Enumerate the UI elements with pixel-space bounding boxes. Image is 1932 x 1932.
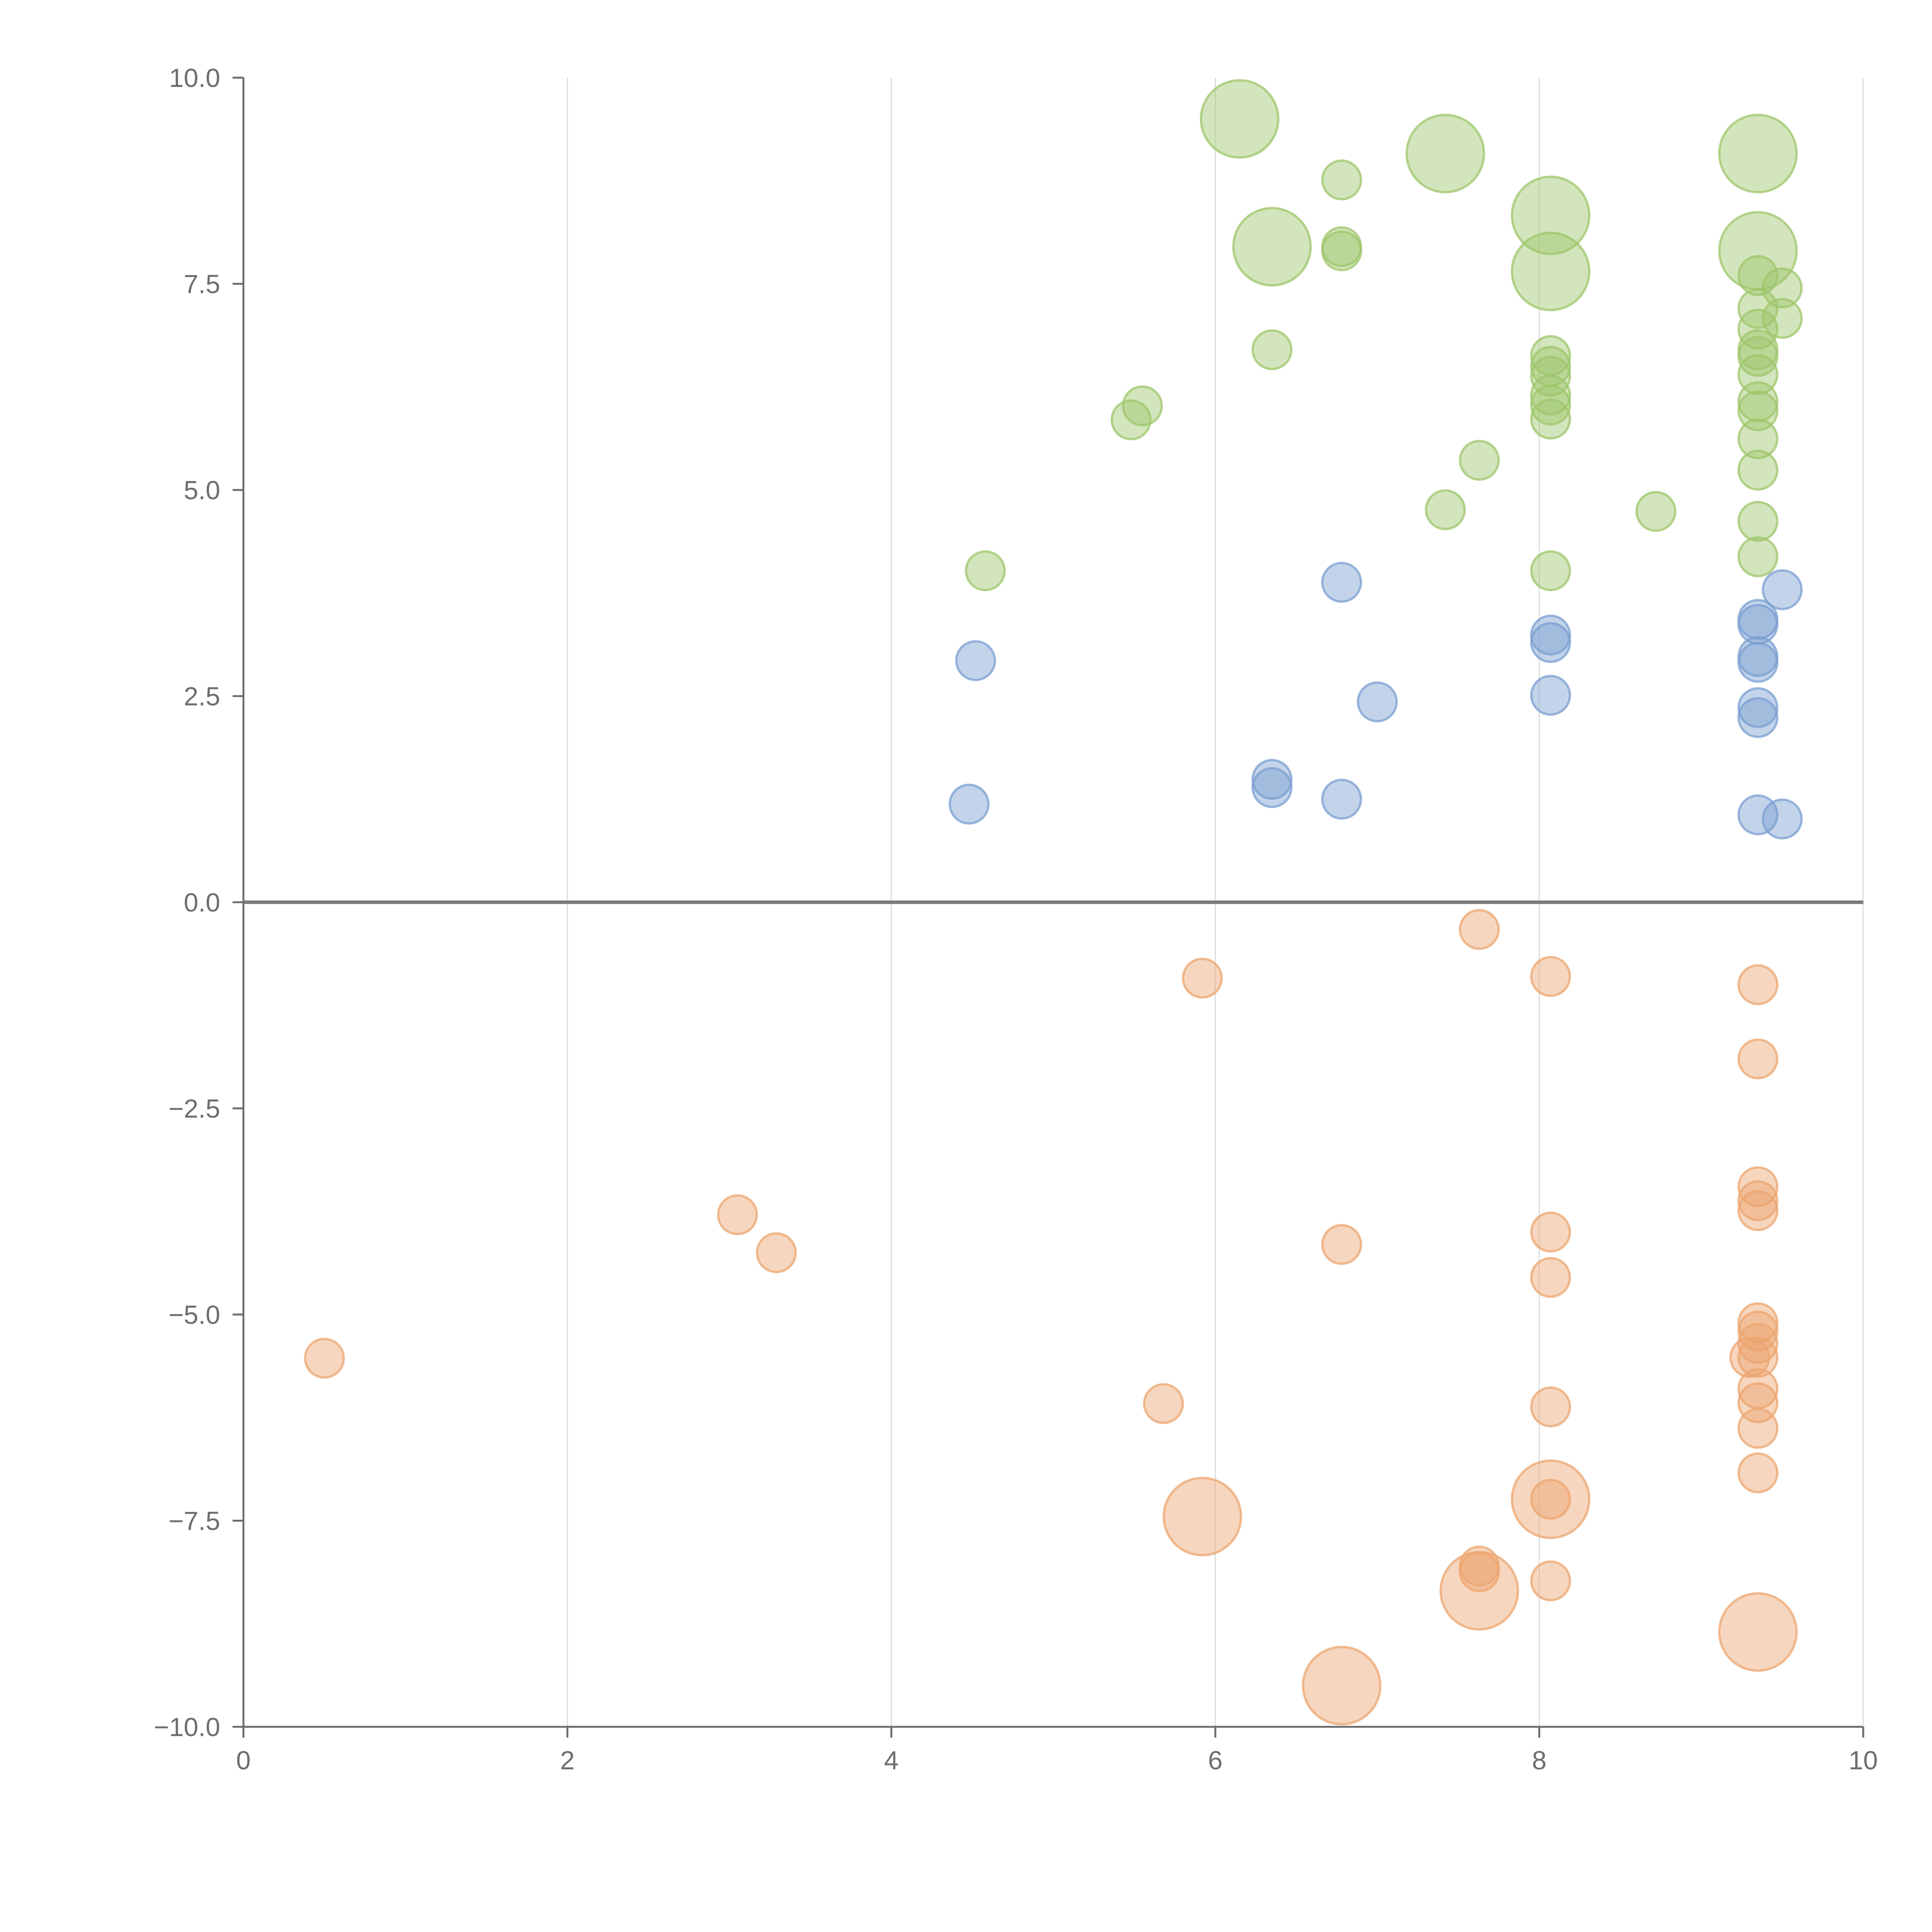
x-tick-label: 0 (236, 1746, 251, 1775)
orange-bubble (1321, 1224, 1362, 1265)
green-bubble (1737, 390, 1779, 432)
green-bubble (1251, 329, 1293, 371)
green-bubble (1459, 440, 1500, 481)
green-bubble (964, 550, 1006, 592)
green-bubble (1737, 418, 1779, 459)
green-bubble (1200, 79, 1280, 159)
y-tick-label: −10.0 (154, 1713, 220, 1742)
green-bubble (1530, 550, 1571, 592)
y-tick-label: 7.5 (184, 270, 220, 299)
green-bubble (1321, 230, 1362, 272)
x-tick-label: 4 (884, 1746, 899, 1775)
blue-bubble (1737, 687, 1779, 728)
green-bubble (1122, 385, 1163, 427)
green-bubble (1425, 489, 1466, 531)
orange-bubble (304, 1338, 345, 1379)
x-tick-label: 2 (560, 1746, 575, 1775)
y-tick-label: −5.0 (168, 1300, 220, 1330)
blue-bubble (1321, 562, 1362, 603)
orange-bubble (1718, 1592, 1798, 1672)
orange-bubble (1737, 1452, 1779, 1493)
orange-bubble (1737, 1166, 1779, 1208)
green-bubble (1737, 536, 1779, 577)
x-tick-label: 6 (1208, 1746, 1223, 1775)
green-bubble (1737, 501, 1779, 542)
orange-bubble (1530, 956, 1571, 997)
orange-bubble (1530, 1479, 1571, 1520)
blue-bubble (1737, 697, 1779, 738)
blue-bubble (1737, 642, 1779, 683)
orange-bubble (1530, 1560, 1571, 1602)
green-bubble (1530, 384, 1571, 426)
orange-bubble (1510, 1459, 1590, 1539)
green-bubble (1232, 207, 1312, 287)
green-bubble (1510, 175, 1590, 255)
y-tick-label: 10.0 (169, 63, 220, 93)
x-tick-label: 8 (1532, 1746, 1547, 1775)
orange-bubble (1737, 1190, 1779, 1231)
blue-bubble (1251, 767, 1293, 808)
blue-bubble (1530, 622, 1571, 663)
y-tick-label: 5.0 (184, 476, 220, 505)
orange-bubble (1530, 1257, 1571, 1298)
x-tick-label: 10 (1849, 1746, 1878, 1775)
green-bubble (1111, 399, 1152, 440)
green-bubble (1737, 449, 1779, 491)
blue-bubble (955, 640, 996, 681)
orange-bubble (1737, 1038, 1779, 1080)
green-bubble (1762, 298, 1803, 339)
green-bubble (1737, 336, 1779, 377)
orange-bubble (756, 1232, 797, 1273)
y-tick-label: 0.0 (184, 888, 220, 917)
orange-bubble (1737, 1180, 1779, 1221)
orange-bubble (717, 1194, 758, 1235)
green-bubble (1510, 231, 1590, 311)
orange-bubble (1737, 964, 1779, 1005)
orange-bubble (1737, 1408, 1779, 1449)
green-bubble (1737, 288, 1779, 329)
blue-bubble (1530, 675, 1571, 716)
green-bubble (1530, 398, 1571, 440)
blue-bubble (1321, 779, 1362, 820)
green-bubble (1718, 114, 1798, 194)
green-bubble (1530, 374, 1571, 416)
ticks: 0 2 4 6 8 10 10.0 7.5 5.0 2.5 0.0 −2.5 −5.0 −7.5 −10.0 (154, 63, 1878, 1775)
blue-bubble (949, 784, 990, 825)
y-tick-label: −2.5 (168, 1094, 220, 1124)
orange-bubble (1459, 909, 1500, 950)
orange-bubble (1302, 1646, 1382, 1726)
blue-bubble (1762, 569, 1803, 611)
green-bubble (1737, 381, 1779, 422)
orange-bubble (1729, 1337, 1770, 1378)
green-bubble (1737, 255, 1779, 296)
orange-bubble (1459, 1551, 1500, 1592)
orange-bubble (1530, 1211, 1571, 1253)
y-tick-label: −7.5 (168, 1507, 220, 1536)
y-tick-label: 2.5 (184, 682, 220, 711)
orange-bubble (1530, 1386, 1571, 1428)
orange-bubble (1143, 1383, 1184, 1424)
orange-bubble (1162, 1476, 1242, 1556)
green-bubble (1635, 491, 1677, 532)
blue-bubble (1357, 681, 1398, 723)
grid (243, 78, 1864, 1727)
orange-bubble (1182, 957, 1223, 999)
green-bubble (1405, 114, 1485, 194)
green-bubble (1321, 159, 1362, 201)
bubbles (304, 79, 1803, 1726)
blue-bubble (1762, 798, 1803, 840)
